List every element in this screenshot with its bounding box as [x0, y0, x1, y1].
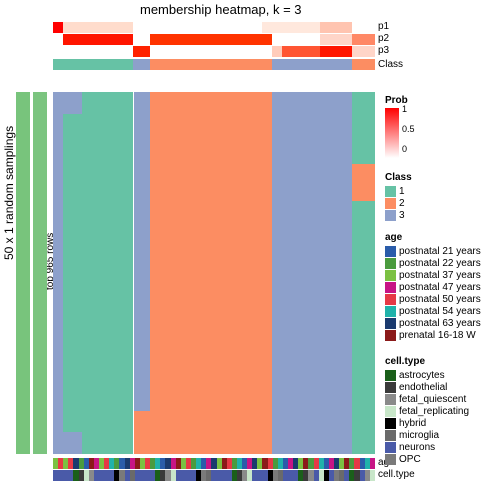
- row-annotation: [33, 92, 47, 454]
- bottom-label: cell.type: [378, 469, 415, 480]
- legend-swatch: [385, 382, 396, 393]
- legend-swatch: [385, 318, 396, 329]
- bottom-row-age: [53, 458, 375, 469]
- top-label-p3: p3: [378, 45, 389, 56]
- legend-swatch: [385, 406, 396, 417]
- legend-age: agepostnatal 21 yearspostnatal 22 yearsp…: [385, 232, 481, 341]
- legend-swatch: [385, 258, 396, 269]
- y-label-outer: 50 x 1 random samplings: [2, 126, 16, 260]
- legend-swatch: [385, 294, 396, 305]
- legend-swatch: [385, 198, 396, 209]
- legend-celltype: cell.typeastrocytesendothelialfetal_quie…: [385, 356, 469, 465]
- top-label-Class: Class: [378, 59, 403, 70]
- prob-row-p3: [53, 46, 375, 57]
- heatmap-body: [53, 92, 375, 454]
- legend-swatch: [385, 454, 396, 465]
- plot-title: membership heatmap, k = 3: [140, 2, 302, 17]
- legend-swatch: [385, 186, 396, 197]
- legend-swatch: [385, 246, 396, 257]
- legend-swatch: [385, 418, 396, 429]
- prob-row-p2: [53, 34, 375, 45]
- sampling-bar: [16, 92, 30, 454]
- legend-swatch: [385, 430, 396, 441]
- legend-swatch: [385, 306, 396, 317]
- legend-swatch: [385, 442, 396, 453]
- legend-swatch: [385, 282, 396, 293]
- class-row: [53, 59, 375, 70]
- top-annotations: [53, 22, 375, 70]
- bottom-annotations: [53, 457, 375, 481]
- legend-swatch: [385, 210, 396, 221]
- top-label-p2: p2: [378, 33, 389, 44]
- legend-swatch: [385, 394, 396, 405]
- legend-prob: Prob10.50: [385, 95, 408, 158]
- legend-class: Class123: [385, 172, 412, 221]
- top-label-p1: p1: [378, 21, 389, 32]
- legend-swatch: [385, 270, 396, 281]
- bottom-row-celltype: [53, 470, 375, 481]
- legend-swatch: [385, 370, 396, 381]
- legend-swatch: [385, 330, 396, 341]
- prob-row-p1: [53, 22, 375, 33]
- prob-gradient: [385, 108, 399, 158]
